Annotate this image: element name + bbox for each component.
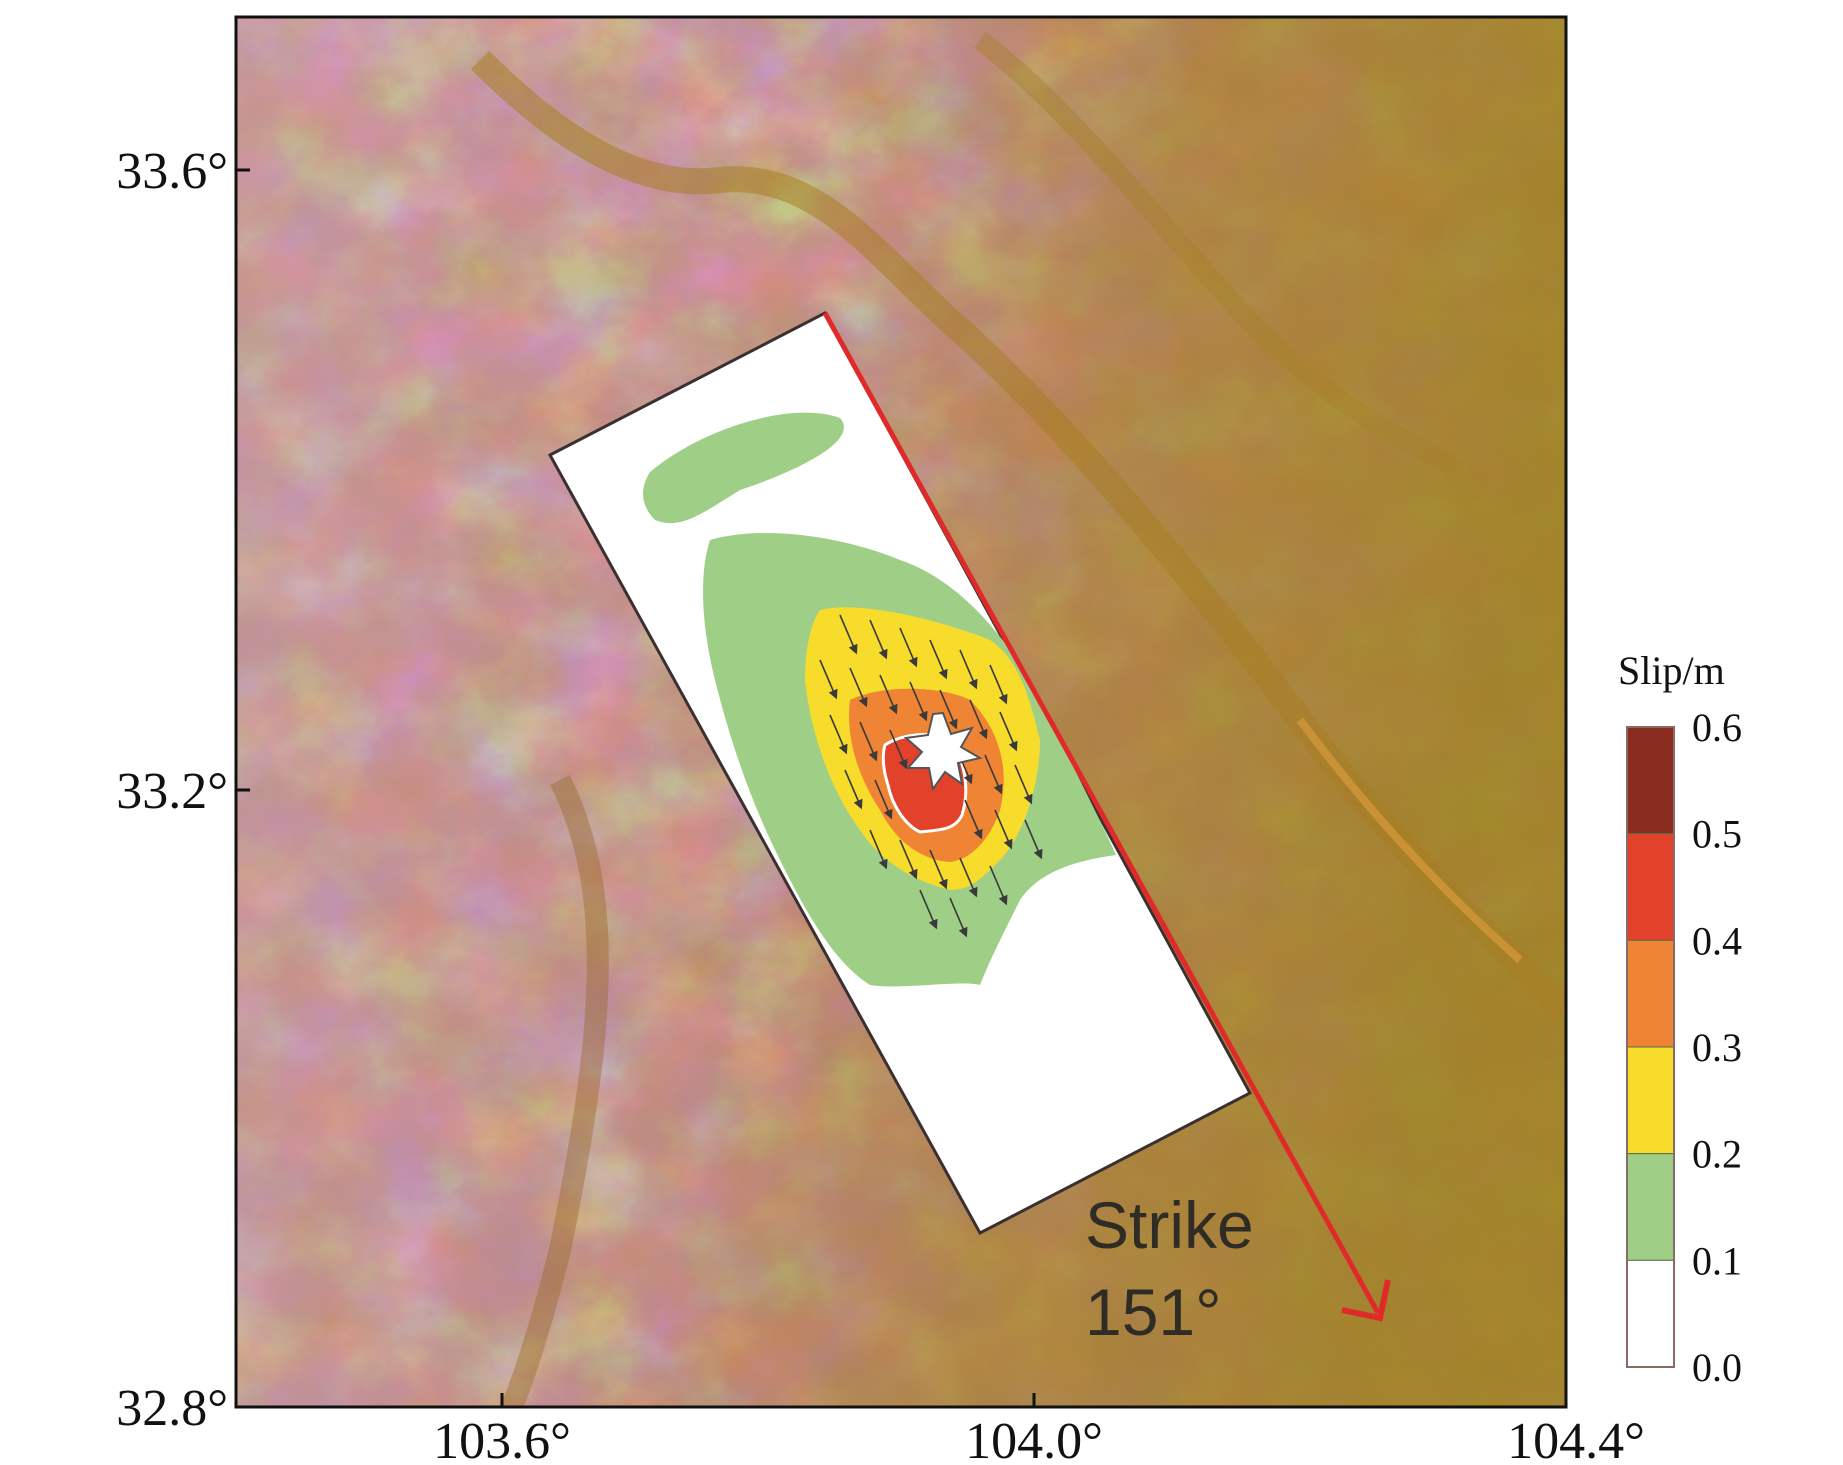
strike-arrow	[822, 311, 1391, 1322]
y-axis	[236, 168, 250, 1409]
x-tick-label: 104.4°	[1507, 1413, 1645, 1465]
strike-angle-label: 151°	[1085, 1275, 1222, 1349]
slip-contour-0.1-0.2	[643, 412, 844, 524]
colorbar: Slip/m 0.6 0.5 0.4 0.3 0.2 0.1 0.0	[1618, 648, 1742, 1390]
colorbar-tick-label: 0.3	[1692, 1025, 1742, 1070]
x-tick-label: 104.0°	[965, 1413, 1103, 1465]
colorbar-swatch	[1626, 833, 1675, 941]
epicenter-star-icon	[903, 711, 983, 792]
strike-label: Strike	[1085, 1188, 1254, 1262]
colorbar-swatch	[1626, 1259, 1675, 1368]
x-axis	[500, 1393, 1568, 1407]
river-valley	[500, 775, 609, 1407]
colorbar-tick-label: 0.2	[1692, 1132, 1742, 1177]
river-valley	[1296, 717, 1523, 963]
y-tick-label: 33.2°	[116, 763, 228, 820]
colorbar-tick-label: 0.0	[1692, 1345, 1742, 1390]
y-tick-label: 32.8°	[116, 1380, 228, 1437]
map-frame	[234, 15, 1568, 1409]
colorbar-swatch	[1626, 1046, 1675, 1155]
colorbar-swatch	[1626, 939, 1675, 1048]
colorbar-tick-label: 0.5	[1692, 812, 1742, 857]
slip-model	[547, 310, 1253, 1236]
colorbar-swatch	[1626, 1153, 1675, 1261]
slip-vectors	[819, 614, 1043, 938]
colorbar-tick-label: 0.4	[1692, 918, 1742, 963]
river-valley	[973, 32, 1465, 479]
colorbar-swatch	[1626, 726, 1675, 835]
x-tick-label: 103.6°	[433, 1413, 571, 1465]
colorbar-tick-label: 0.6	[1692, 705, 1742, 750]
y-tick-label: 33.6°	[116, 143, 228, 200]
colorbar-title: Slip/m	[1618, 648, 1725, 693]
colorbar-tick-label: 0.1	[1692, 1238, 1742, 1283]
